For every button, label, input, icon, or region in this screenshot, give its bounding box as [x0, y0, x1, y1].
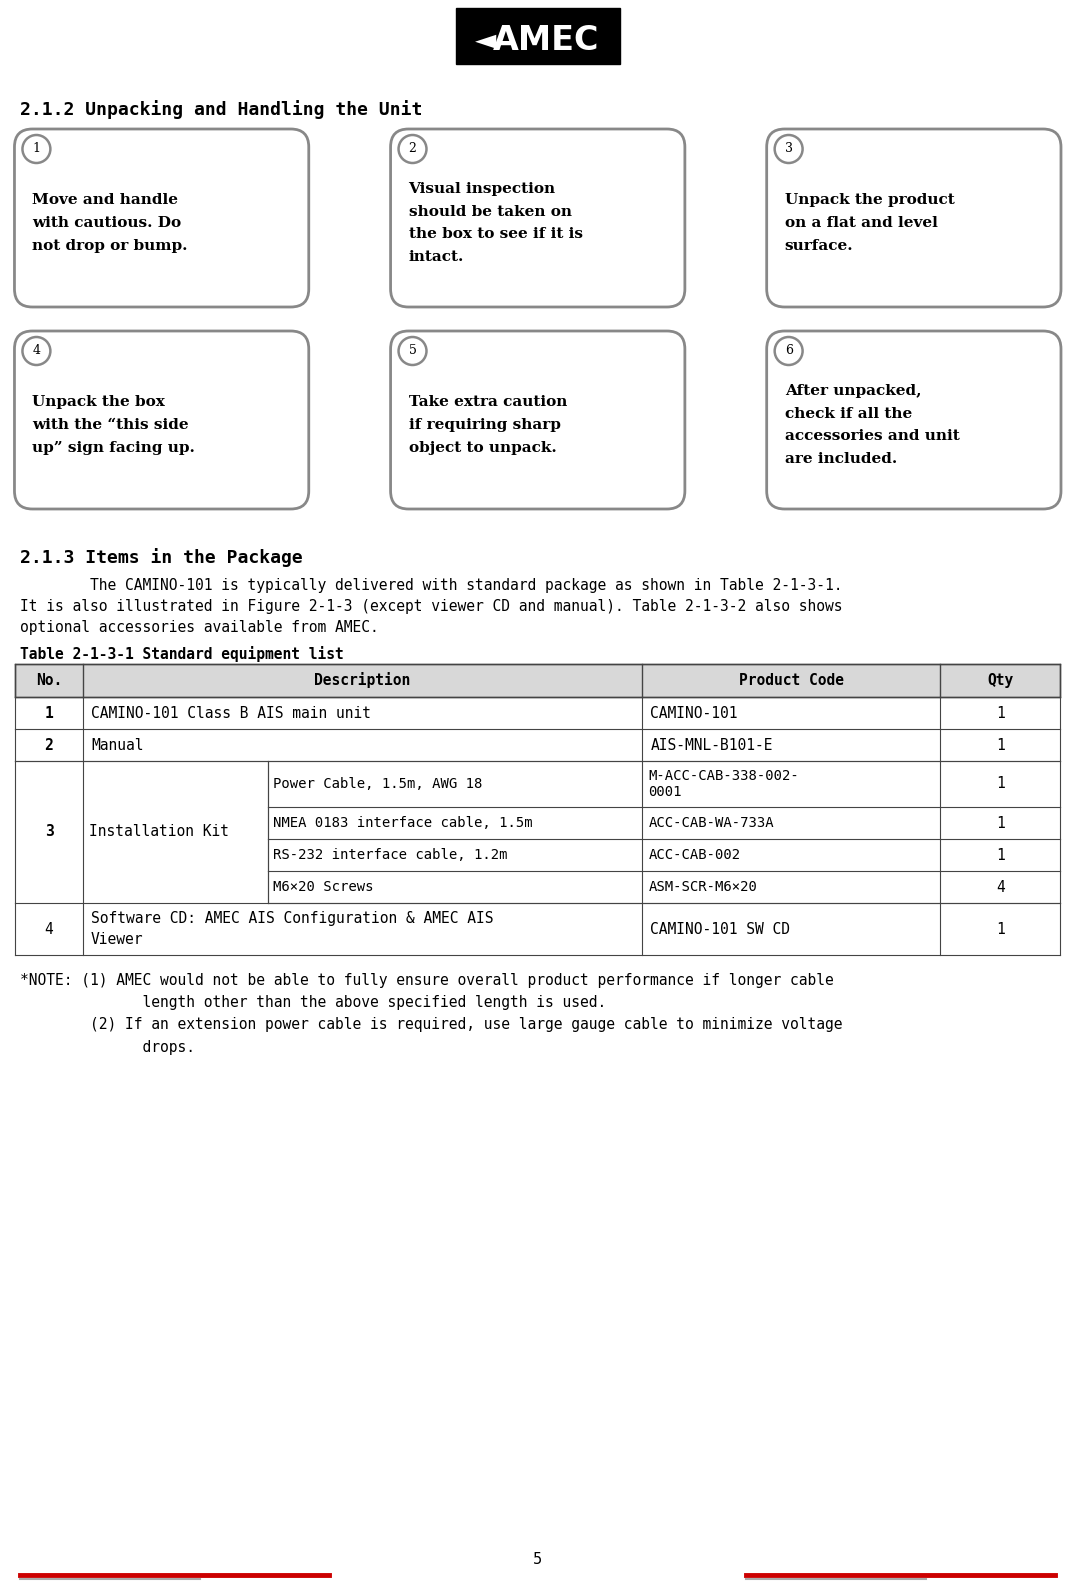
Text: Take extra caution
if requiring sharp
object to unpack.: Take extra caution if requiring sharp ob… [409, 396, 567, 454]
Text: Table 2-1-3-1 Standard equipment list: Table 2-1-3-1 Standard equipment list [20, 647, 344, 663]
Text: 2.1.3 Items in the Package: 2.1.3 Items in the Package [20, 548, 303, 567]
Circle shape [775, 337, 803, 365]
FancyBboxPatch shape [15, 664, 1061, 698]
Text: After unpacked,
check if all the
accessories and unit
are included.: After unpacked, check if all the accesso… [785, 385, 959, 466]
Text: 1: 1 [996, 847, 1005, 863]
Text: Manual: Manual [91, 737, 143, 753]
Text: CAMINO-101: CAMINO-101 [650, 706, 737, 720]
FancyBboxPatch shape [390, 129, 685, 307]
Text: AIS-MNL-B101-E: AIS-MNL-B101-E [650, 737, 773, 753]
Text: CAMINO-101 SW CD: CAMINO-101 SW CD [650, 922, 790, 936]
Text: ACC-CAB-002: ACC-CAB-002 [648, 849, 741, 861]
Circle shape [399, 337, 427, 365]
Text: 1: 1 [996, 777, 1005, 791]
Text: 5: 5 [409, 345, 416, 358]
Text: Description: Description [315, 672, 411, 688]
Circle shape [775, 135, 803, 164]
Text: 2: 2 [409, 143, 416, 156]
Text: 2.1.2 Unpacking and Handling the Unit: 2.1.2 Unpacking and Handling the Unit [20, 100, 423, 119]
FancyBboxPatch shape [766, 129, 1061, 307]
Text: 1: 1 [32, 143, 40, 156]
Text: 1: 1 [996, 737, 1005, 753]
Text: Qty: Qty [987, 674, 1013, 688]
Text: 4: 4 [996, 879, 1005, 895]
FancyBboxPatch shape [766, 331, 1061, 508]
Text: Unpack the product
on a flat and level
surface.: Unpack the product on a flat and level s… [785, 194, 954, 253]
Text: ◄: ◄ [475, 25, 497, 54]
Text: Move and handle
with cautious. Do
not drop or bump.: Move and handle with cautious. Do not dr… [32, 194, 188, 253]
Circle shape [399, 135, 427, 164]
Text: 2: 2 [44, 737, 53, 753]
FancyBboxPatch shape [14, 129, 308, 307]
Text: Unpack the box
with the “this side
up” sign facing up.: Unpack the box with the “this side up” s… [32, 396, 195, 454]
Text: 3: 3 [785, 143, 792, 156]
Text: RS-232 interface cable, 1.2m: RS-232 interface cable, 1.2m [274, 849, 508, 861]
Text: 1: 1 [996, 815, 1005, 831]
FancyBboxPatch shape [390, 331, 685, 508]
Text: No.: No. [36, 674, 63, 688]
Text: 1: 1 [44, 706, 53, 720]
Text: 4: 4 [44, 922, 53, 936]
Text: *NOTE: (1) AMEC would not be able to fully ensure overall product performance if: *NOTE: (1) AMEC would not be able to ful… [20, 972, 842, 1055]
Text: 4: 4 [32, 345, 40, 358]
Text: 3: 3 [44, 825, 53, 839]
Text: AMEC: AMEC [493, 24, 599, 57]
Text: Software CD: AMEC AIS Configuration & AMEC AIS
Viewer: Software CD: AMEC AIS Configuration & AM… [91, 910, 494, 947]
FancyBboxPatch shape [456, 8, 620, 64]
Text: Installation Kit: Installation Kit [88, 825, 229, 839]
Text: M6×20 Screws: M6×20 Screws [274, 880, 374, 895]
Text: 1: 1 [996, 922, 1005, 936]
Text: The CAMINO-101 is typically delivered with standard package as shown in Table 2-: The CAMINO-101 is typically delivered wi… [20, 578, 842, 636]
Text: ACC-CAB-WA-733A: ACC-CAB-WA-733A [648, 817, 774, 829]
Text: Power Cable, 1.5m, AWG 18: Power Cable, 1.5m, AWG 18 [274, 777, 483, 791]
Text: ASM-SCR-M6×20: ASM-SCR-M6×20 [648, 880, 757, 895]
Text: Product Code: Product Code [738, 674, 844, 688]
Text: CAMINO-101 Class B AIS main unit: CAMINO-101 Class B AIS main unit [91, 706, 371, 720]
Text: Visual inspection
should be taken on
the box to see if it is
intact.: Visual inspection should be taken on the… [409, 181, 582, 264]
Text: 1: 1 [996, 706, 1005, 720]
Text: 6: 6 [785, 345, 792, 358]
FancyBboxPatch shape [14, 331, 308, 508]
Text: M-ACC-CAB-338-002-
0001: M-ACC-CAB-338-002- 0001 [648, 769, 799, 799]
Circle shape [23, 135, 51, 164]
Text: 5: 5 [534, 1552, 542, 1567]
Text: NMEA 0183 interface cable, 1.5m: NMEA 0183 interface cable, 1.5m [274, 817, 534, 829]
Circle shape [23, 337, 51, 365]
